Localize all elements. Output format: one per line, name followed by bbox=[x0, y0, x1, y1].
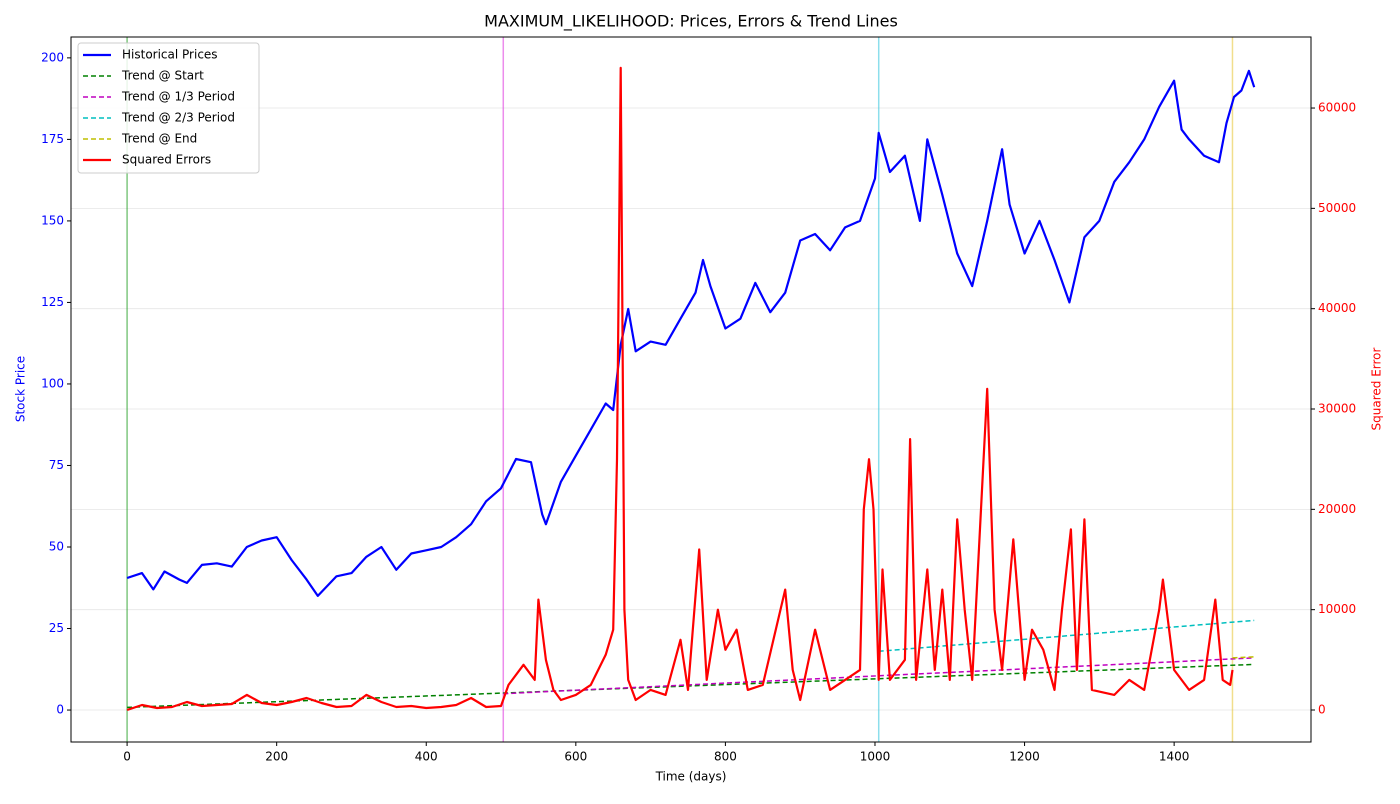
legend-box bbox=[77, 42, 260, 174]
legend-label: Trend @ 2/3 Period bbox=[121, 111, 235, 125]
y-tick-label: 100 bbox=[41, 376, 64, 390]
x-tick-label: 0 bbox=[123, 750, 131, 764]
plot-frame bbox=[70, 36, 1312, 743]
series-line bbox=[1232, 656, 1255, 659]
series-line bbox=[878, 619, 1255, 653]
x-tick-label: 1200 bbox=[1009, 750, 1040, 764]
y-tick-label: 75 bbox=[49, 458, 64, 472]
x-tick-label: 1400 bbox=[1159, 750, 1190, 764]
y2-tick-label: 60000 bbox=[1318, 101, 1356, 115]
legend-label: Trend @ 1/3 Period bbox=[121, 90, 235, 104]
y2-axis-label: Squared Error bbox=[1370, 347, 1384, 430]
y-tick-label: 175 bbox=[41, 132, 64, 146]
series-line bbox=[503, 657, 1255, 695]
y2-tick-label: 30000 bbox=[1318, 402, 1356, 416]
y-tick-label: 125 bbox=[41, 295, 64, 309]
y2-tick-label: 0 bbox=[1318, 702, 1326, 716]
x-tick-label: 600 bbox=[564, 750, 587, 764]
y-tick-label: 200 bbox=[41, 50, 64, 64]
y2-tick-label: 40000 bbox=[1318, 301, 1356, 315]
x-tick-label: 200 bbox=[265, 750, 288, 764]
y-axis-label: Stock Price bbox=[14, 356, 28, 422]
x-tick-label: 1000 bbox=[860, 750, 891, 764]
x-axis-label: Time (days) bbox=[655, 770, 727, 784]
legend-label: Squared Errors bbox=[122, 153, 211, 167]
x-tick-label: 800 bbox=[714, 750, 737, 764]
y-tick-label: 150 bbox=[41, 213, 64, 227]
y-tick-label: 25 bbox=[49, 621, 64, 635]
legend-label: Trend @ Start bbox=[121, 69, 204, 83]
legend-label: Historical Prices bbox=[122, 48, 218, 62]
y-tick-label: 50 bbox=[49, 540, 64, 554]
y2-tick-label: 10000 bbox=[1318, 602, 1356, 616]
x-tick-label: 400 bbox=[415, 750, 438, 764]
legend-label: Trend @ End bbox=[121, 132, 197, 146]
chart-title: MAXIMUM_LIKELIHOOD: Prices, Errors & Tre… bbox=[484, 12, 898, 32]
y2-tick-label: 20000 bbox=[1318, 502, 1356, 516]
y-tick-label: 0 bbox=[56, 703, 64, 717]
series-line bbox=[126, 66, 1234, 712]
series-line bbox=[126, 69, 1256, 597]
y2-tick-label: 50000 bbox=[1318, 201, 1356, 215]
